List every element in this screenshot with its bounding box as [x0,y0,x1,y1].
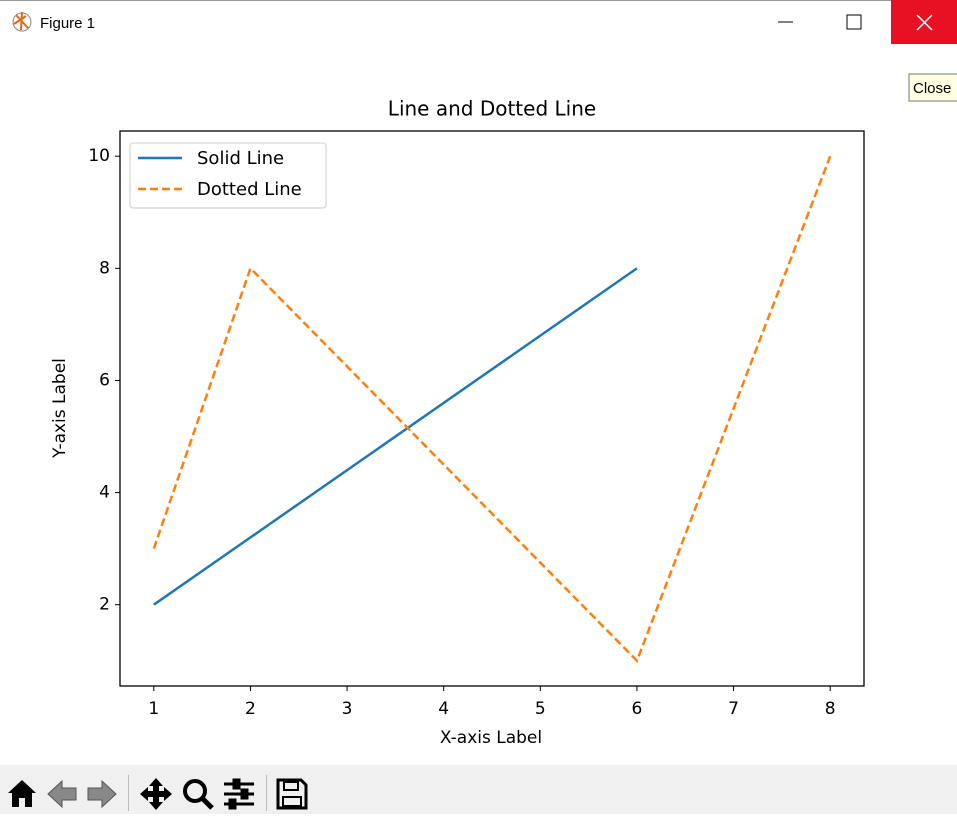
save-button[interactable] [276,778,308,810]
zoom-button[interactable] [183,779,214,810]
x-tick-label: 8 [825,699,836,719]
configure-button[interactable] [224,778,254,810]
chart-title: Line and Dotted Line [388,97,596,121]
y-tick-label: 10 [88,146,110,166]
y-tick-label: 8 [99,258,110,278]
x-tick-label: 4 [438,699,449,719]
x-tick-label: 5 [535,699,546,719]
x-axis-label: X-axis Label [440,728,542,748]
y-tick-label: 6 [99,370,110,390]
tooltip: Close [913,80,951,97]
forward-button[interactable] [87,779,117,809]
home-button[interactable] [8,780,36,807]
x-tick-label: 7 [728,699,739,719]
axes-frame [119,130,865,687]
app-icon [12,11,32,32]
y-tick-label: 2 [99,595,110,615]
series-line [152,155,832,664]
back-button[interactable] [47,779,77,809]
y-tick-label: 4 [99,483,110,503]
x-tick-label: 1 [148,699,159,719]
separator [128,775,129,811]
plot: Line and Dotted Line X-axis Label Y-axis… [50,97,865,748]
x-tick-label: 6 [632,699,643,719]
close-icon [916,14,933,31]
window-border [0,0,957,1]
window-title: Figure 1 [40,15,95,32]
legend-label: Solid Line [197,148,284,169]
separator [266,775,267,811]
maximize-button[interactable] [846,14,862,30]
pan-button[interactable] [140,778,172,810]
toolbar [0,765,957,814]
x-tick-label: 3 [342,699,353,719]
series-line [153,267,638,606]
legend-label: Dotted Line [197,179,302,200]
y-axis-label: Y-axis Label [50,358,70,459]
x-tick-label: 2 [245,699,256,719]
tooltip-box [908,73,957,102]
